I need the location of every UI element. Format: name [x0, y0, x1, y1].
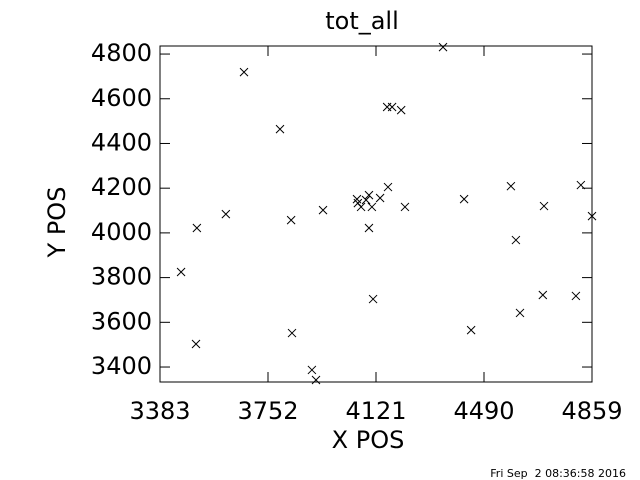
y-tick-label: 3600: [91, 307, 152, 335]
point: [364, 190, 374, 200]
point: [515, 308, 525, 318]
point: [375, 193, 385, 203]
point: [361, 195, 371, 205]
point: [400, 202, 410, 212]
point: [438, 42, 448, 52]
y-axis-label: Y POS: [43, 187, 71, 259]
point: [396, 105, 406, 115]
x-tick-label: 4490: [453, 397, 514, 425]
point: [538, 290, 548, 300]
point: [275, 124, 285, 134]
point: [387, 102, 397, 112]
x-tick-label: 4859: [561, 397, 622, 425]
point: [466, 325, 476, 335]
x-tick-label: 3383: [129, 397, 190, 425]
point: [356, 202, 366, 212]
point: [571, 291, 581, 301]
timestamp: Fri Sep 2 08:36:58 2016: [490, 467, 626, 480]
point: [239, 67, 249, 77]
point: [459, 194, 469, 204]
y-tick-label: 4800: [91, 39, 152, 67]
point: [367, 202, 377, 212]
point: [286, 215, 296, 225]
point: [364, 223, 374, 233]
point: [221, 209, 231, 219]
point: [506, 181, 516, 191]
x-axis-label: X POS: [332, 426, 405, 454]
point: [192, 223, 202, 233]
point: [307, 365, 317, 375]
y-tick-label: 4400: [91, 128, 152, 156]
point: [576, 180, 586, 190]
y-tick-label: 3400: [91, 352, 152, 380]
chart-title: tot_all: [325, 7, 399, 35]
y-tick-label: 4000: [91, 218, 152, 246]
point: [191, 339, 201, 349]
point: [383, 182, 393, 192]
point: [587, 211, 597, 221]
point: [287, 328, 297, 338]
point: [318, 205, 328, 215]
y-tick-label: 3800: [91, 263, 152, 291]
y-tick-label: 4600: [91, 84, 152, 112]
y-tick-label: 4200: [91, 173, 152, 201]
point: [368, 294, 378, 304]
point: [176, 267, 186, 277]
point: [539, 201, 549, 211]
x-tick-label: 3752: [237, 397, 298, 425]
point: [311, 375, 321, 385]
x-tick-label: 4121: [345, 397, 406, 425]
point: [511, 235, 521, 245]
